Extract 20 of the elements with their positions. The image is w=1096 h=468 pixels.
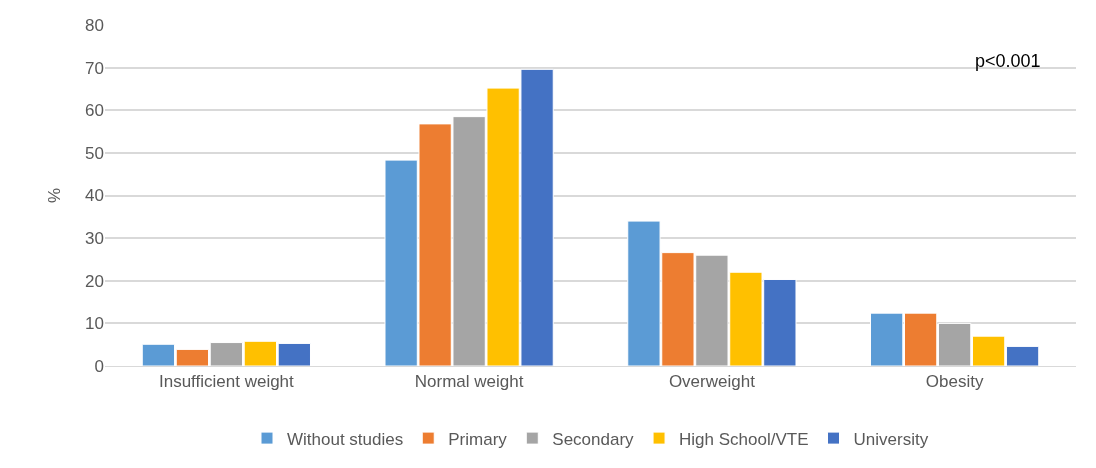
y-axis-title: % <box>44 187 64 204</box>
y-tick-label: 60 <box>85 101 104 121</box>
y-tick-label: 10 <box>85 314 104 334</box>
y-tick-label: 80 <box>85 15 104 35</box>
y-tick-label: 40 <box>85 186 104 206</box>
y-tick-label: 50 <box>85 143 104 163</box>
x-tick-label: Normal weight <box>414 372 524 392</box>
legend-label: Primary <box>448 429 508 449</box>
y-tick-label: 70 <box>85 58 104 78</box>
y-tick-label: 0 <box>94 356 104 376</box>
x-tick-label: Overweight <box>668 372 756 392</box>
legend-label: Without studies <box>287 429 404 449</box>
x-tick-label: Insufficient weight <box>158 372 295 392</box>
x-tick-label: Obesity <box>925 372 984 392</box>
legend-label: Secondary <box>552 429 635 449</box>
legend-label: High School/VTE <box>679 429 809 449</box>
annotation: p<0.001 <box>975 51 1041 71</box>
legend-label: University <box>853 429 929 449</box>
y-tick-label: 20 <box>85 271 104 291</box>
y-tick-label: 30 <box>85 229 104 249</box>
